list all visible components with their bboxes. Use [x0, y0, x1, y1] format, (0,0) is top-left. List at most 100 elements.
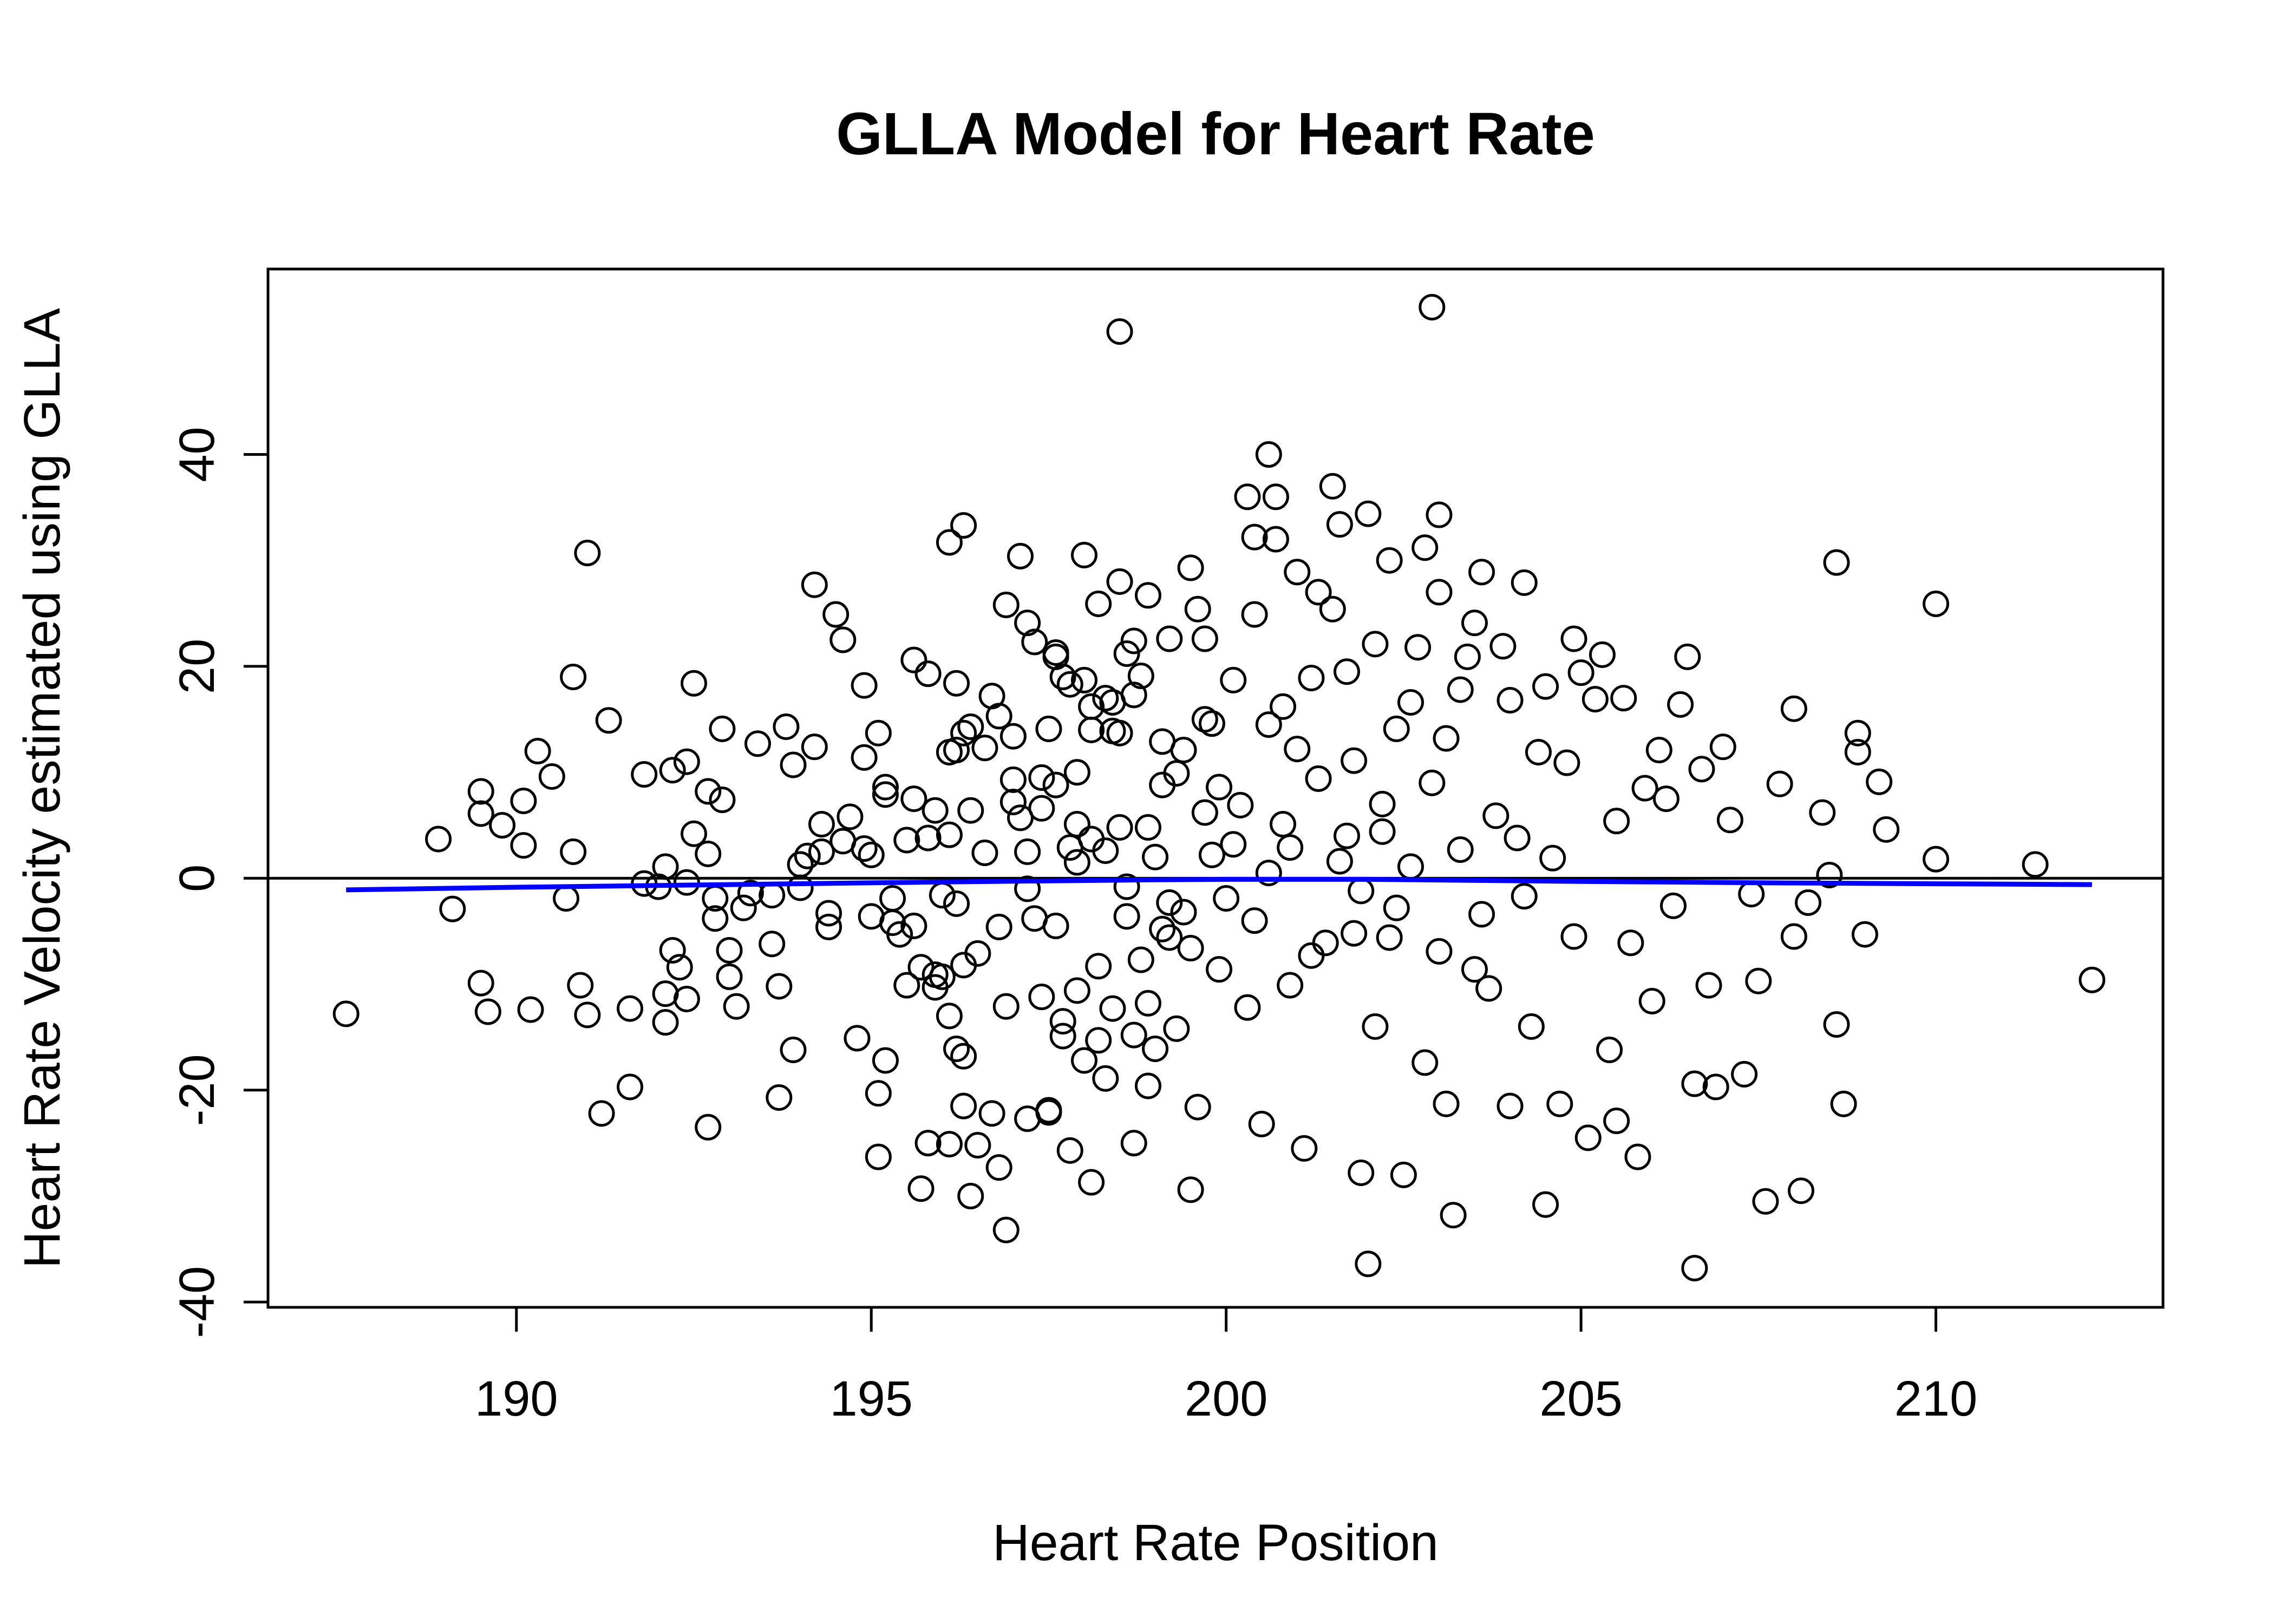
data-point	[1645, 737, 1672, 764]
data-point	[900, 646, 927, 673]
data-point	[1851, 921, 1878, 948]
data-point	[872, 1047, 899, 1074]
data-point	[716, 937, 743, 964]
data-point	[560, 664, 587, 690]
data-point	[1511, 569, 1538, 596]
data-point	[1298, 942, 1325, 969]
data-point	[1447, 676, 1474, 703]
data-point	[1341, 920, 1368, 947]
data-point	[1241, 601, 1268, 628]
data-point	[1291, 1135, 1318, 1162]
data-point	[1042, 912, 1069, 939]
data-point	[524, 738, 551, 764]
data-point	[1070, 541, 1097, 568]
data-point	[1681, 1070, 1708, 1097]
data-point	[985, 913, 1012, 940]
data-point	[1348, 1159, 1375, 1186]
data-point	[1070, 1047, 1097, 1074]
data-point	[1270, 811, 1297, 838]
data-point	[1120, 682, 1147, 709]
data-point	[439, 895, 466, 922]
data-point	[1426, 579, 1453, 606]
data-point	[1716, 807, 1743, 834]
data-point	[886, 921, 913, 948]
data-point	[1610, 685, 1637, 712]
data-point	[1255, 441, 1282, 468]
data-point	[1652, 785, 1680, 813]
data-point	[1475, 975, 1502, 1002]
data-point	[1014, 875, 1041, 902]
data-point	[1142, 1035, 1169, 1062]
data-point	[943, 890, 970, 917]
data-point	[1369, 790, 1396, 817]
data-point	[1120, 1130, 1147, 1157]
data-point	[1532, 673, 1559, 700]
data-point	[999, 788, 1027, 815]
data-point	[1035, 1099, 1062, 1126]
data-point	[978, 1100, 1005, 1127]
data-point	[1085, 953, 1112, 980]
data-point	[1270, 693, 1297, 720]
data-point	[999, 766, 1027, 793]
data-point	[865, 1080, 892, 1107]
data-point	[1844, 719, 1871, 746]
data-point	[1220, 666, 1247, 693]
data-point	[1305, 765, 1332, 792]
data-point	[851, 835, 878, 862]
data-point	[1603, 1108, 1630, 1135]
data-point	[1426, 938, 1453, 965]
data-point	[893, 827, 920, 854]
data-point	[787, 874, 814, 901]
data-point	[1624, 1143, 1651, 1170]
data-point	[1134, 990, 1161, 1017]
data-point	[1355, 500, 1382, 527]
data-point	[1156, 625, 1183, 652]
data-point	[652, 1009, 679, 1036]
data-point	[1489, 633, 1517, 660]
y-tick-label: -20	[169, 1054, 225, 1126]
data-point	[1546, 1090, 1573, 1117]
data-point	[950, 1043, 977, 1070]
data-point	[1419, 293, 1446, 320]
data-point	[560, 838, 587, 865]
data-point	[553, 885, 580, 912]
data-point	[1191, 799, 1218, 826]
data-point	[1830, 1090, 1857, 1117]
data-point	[1454, 643, 1481, 670]
data-point	[1667, 691, 1694, 718]
data-point	[1028, 764, 1055, 791]
data-point	[1617, 929, 1644, 957]
data-point	[1078, 1169, 1105, 1196]
data-point	[1532, 1191, 1559, 1218]
data-point	[1035, 715, 1062, 742]
data-point	[332, 1000, 360, 1027]
data-point	[971, 839, 998, 866]
data-point	[1766, 770, 1793, 797]
data-point	[1305, 579, 1332, 606]
data-point	[914, 1130, 942, 1157]
data-point	[2022, 851, 2049, 878]
data-point	[1085, 1027, 1112, 1054]
data-point	[1056, 1137, 1083, 1164]
data-point	[879, 885, 906, 912]
data-point	[929, 882, 956, 909]
data-point	[1163, 1015, 1190, 1042]
y-tick-label: 20	[169, 639, 225, 694]
data-point	[1113, 873, 1140, 900]
data-point	[1063, 849, 1090, 876]
data-point	[538, 763, 565, 790]
data-point	[737, 880, 764, 907]
data-point	[1376, 547, 1403, 574]
data-point	[914, 824, 942, 852]
data-point	[1206, 956, 1233, 983]
data-point	[851, 672, 878, 699]
data-point	[1070, 666, 1097, 693]
data-point	[744, 730, 771, 757]
data-point	[992, 1216, 1020, 1243]
data-point	[574, 1001, 601, 1029]
data-point	[1177, 1176, 1204, 1203]
data-point	[1134, 814, 1161, 841]
data-point	[900, 912, 927, 939]
data-point	[1412, 534, 1439, 561]
data-point	[1397, 689, 1424, 716]
